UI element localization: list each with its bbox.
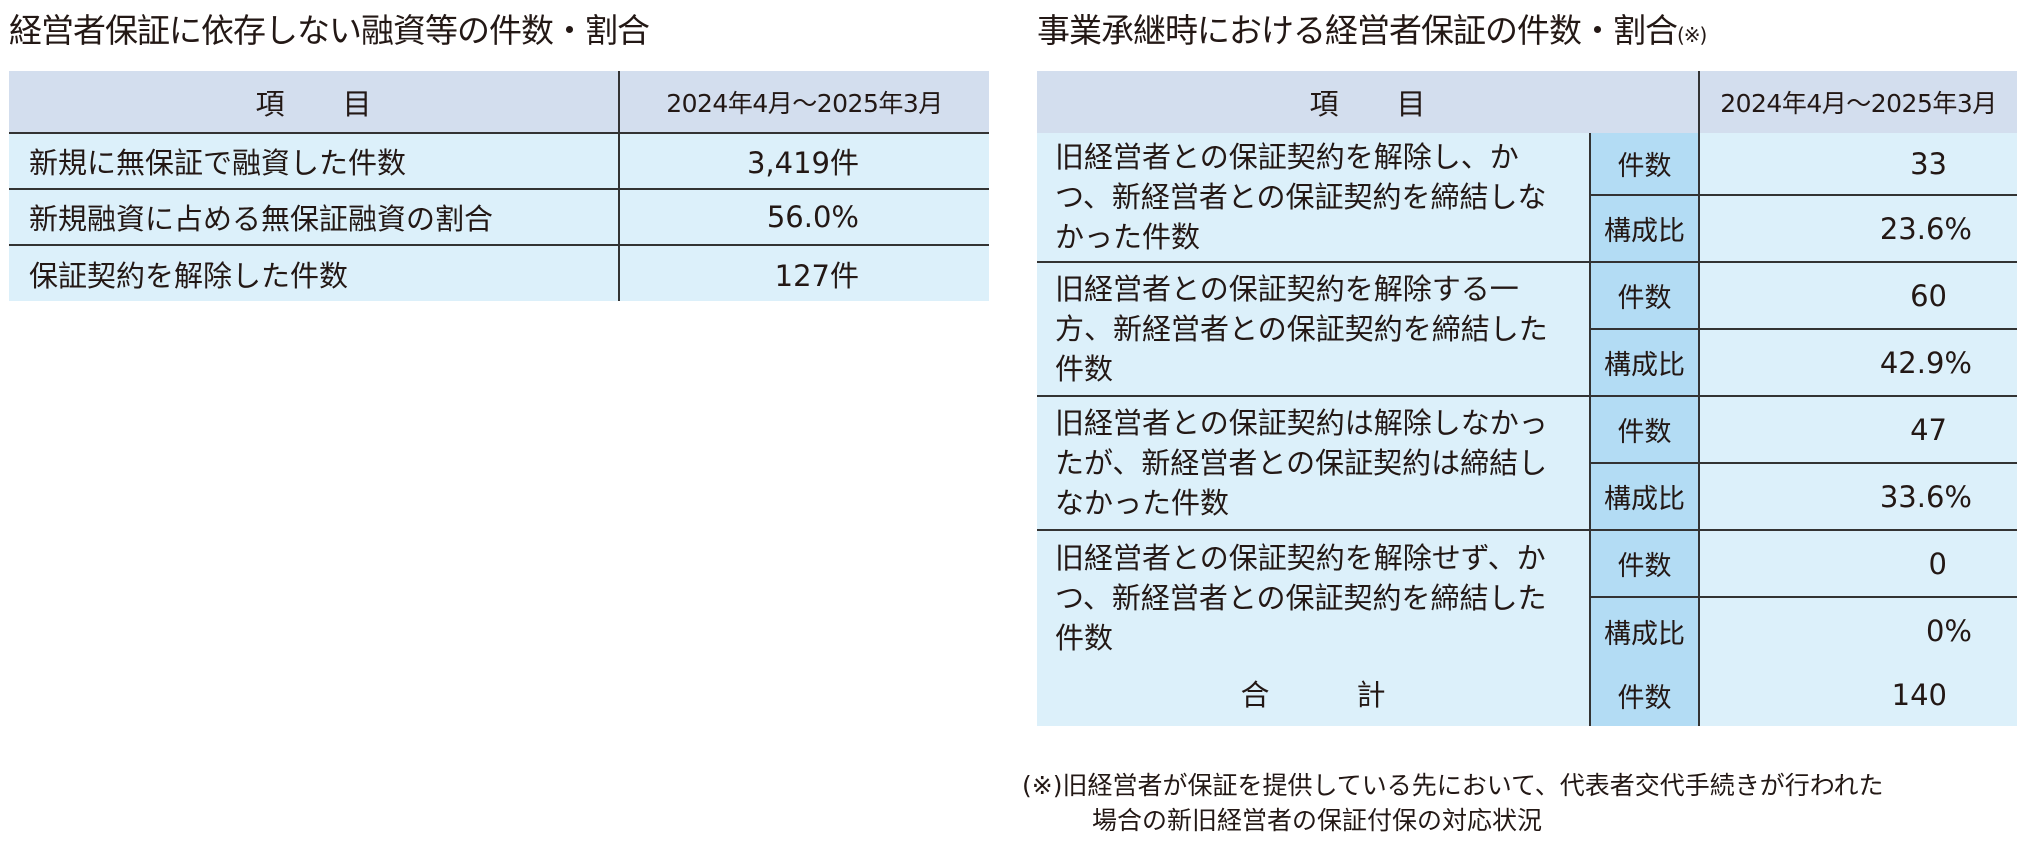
header-item: 項 目 (9, 71, 620, 133)
ratio-value: 33.6% (1699, 462, 2017, 530)
count-value: 0 (1699, 529, 2017, 597)
row-value: 56.0% (619, 188, 989, 245)
group-label: 旧経営者との保証契約を解除する一方、新経営者との保証契約を締結した件数 (1037, 261, 1591, 396)
count-label: 件数 (1590, 529, 1701, 597)
table-header: 項 目 2024年4月～2025年3月 (9, 71, 989, 133)
total-count-label: 件数 (1590, 664, 1701, 726)
table-row: 新規に無保証で融資した件数 3,419件 (9, 132, 989, 189)
row-value: 3,419件 (619, 132, 989, 189)
right-table-title: 事業承継時における経営者保証の件数・割合(※) (1037, 4, 1707, 52)
row-label: 新規に無保証で融資した件数 (9, 132, 620, 189)
count-label: 件数 (1590, 261, 1701, 329)
count-value: 33 (1699, 133, 2017, 195)
group-row-ratio: 構成比 33.6% (1037, 462, 2017, 530)
header-item: 項 目 (1037, 71, 1701, 133)
total-row: 合 計 件数 140 (1037, 664, 2017, 726)
group-row-ratio: 構成比 42.9% (1037, 328, 2017, 396)
table-row: 新規融資に占める無保証融資の割合 56.0% (9, 188, 989, 245)
header-period: 2024年4月～2025年3月 (619, 71, 989, 133)
left-table-title: 経営者保証に依存しない融資等の件数・割合 (9, 11, 650, 50)
table-header: 項 目 2024年4月～2025年3月 (1037, 71, 2017, 133)
title-text: 事業承継時における経営者保証の件数・割合 (1037, 11, 1678, 50)
ratio-label: 構成比 (1590, 328, 1701, 396)
total-count: 140 (1699, 664, 2017, 726)
group-row-count: 旧経営者との保証契約を解除する一方、新経営者との保証契約を締結した件数 件数 6… (1037, 261, 2017, 396)
header-period: 2024年4月～2025年3月 (1699, 71, 2017, 133)
row-label: 新規融資に占める無保証融資の割合 (9, 188, 620, 245)
business-succession-table: 項 目 2024年4月～2025年3月 旧経営者との保証契約を解除し、かつ、新経… (1037, 71, 2017, 726)
group-label: 旧経営者との保証契約を解除し、かつ、新経営者との保証契約を締結しなかった件数 (1037, 133, 1591, 262)
ratio-value: 23.6% (1699, 194, 2017, 262)
title-note-mark: (※) (1677, 23, 1707, 47)
group-row-ratio: 構成比 0% (1037, 596, 2017, 664)
count-label: 件数 (1590, 133, 1701, 195)
group-row-count: 旧経営者との保証契約を解除せず、かつ、新経営者との保証契約を締結した件数 件数 … (1037, 529, 2017, 664)
footnote-line: (※)旧経営者が保証を提供している先において、代表者交代手続きが行われた (1022, 771, 1884, 800)
row-value: 127件 (619, 244, 989, 301)
unsecured-loans-table: 項 目 2024年4月～2025年3月 新規に無保証で融資した件数 3,419件… (9, 71, 989, 301)
group-row-count: 旧経営者との保証契約を解除し、かつ、新経営者との保証契約を締結しなかった件数 件… (1037, 133, 2017, 262)
row-label: 保証契約を解除した件数 (9, 244, 620, 301)
ratio-label: 構成比 (1590, 462, 1701, 530)
table-row: 保証契約を解除した件数 127件 (9, 244, 989, 301)
group-label: 旧経営者との保証契約を解除せず、かつ、新経営者との保証契約を締結した件数 (1037, 529, 1591, 664)
group-row-ratio: 構成比 23.6% (1037, 194, 2017, 262)
footnote: (※)旧経営者が保証を提供している先において、代表者交代手続きが行われた 場合の… (1022, 768, 1883, 838)
footnote-line: 場合の新旧経営者の保証付保の対応状況 (1092, 806, 1543, 835)
total-label: 合 計 (1037, 664, 1591, 726)
ratio-value: 0% (1699, 596, 2017, 664)
count-value: 60 (1699, 261, 2017, 329)
group-row-count: 旧経営者との保証契約は解除しなかったが、新経営者との保証契約は締結しなかった件数… (1037, 395, 2017, 530)
group-label: 旧経営者との保証契約は解除しなかったが、新経営者との保証契約は締結しなかった件数 (1037, 395, 1591, 530)
ratio-label: 構成比 (1590, 194, 1701, 262)
ratio-value: 42.9% (1699, 328, 2017, 396)
count-value: 47 (1699, 395, 2017, 463)
ratio-label: 構成比 (1590, 596, 1701, 664)
count-label: 件数 (1590, 395, 1701, 463)
